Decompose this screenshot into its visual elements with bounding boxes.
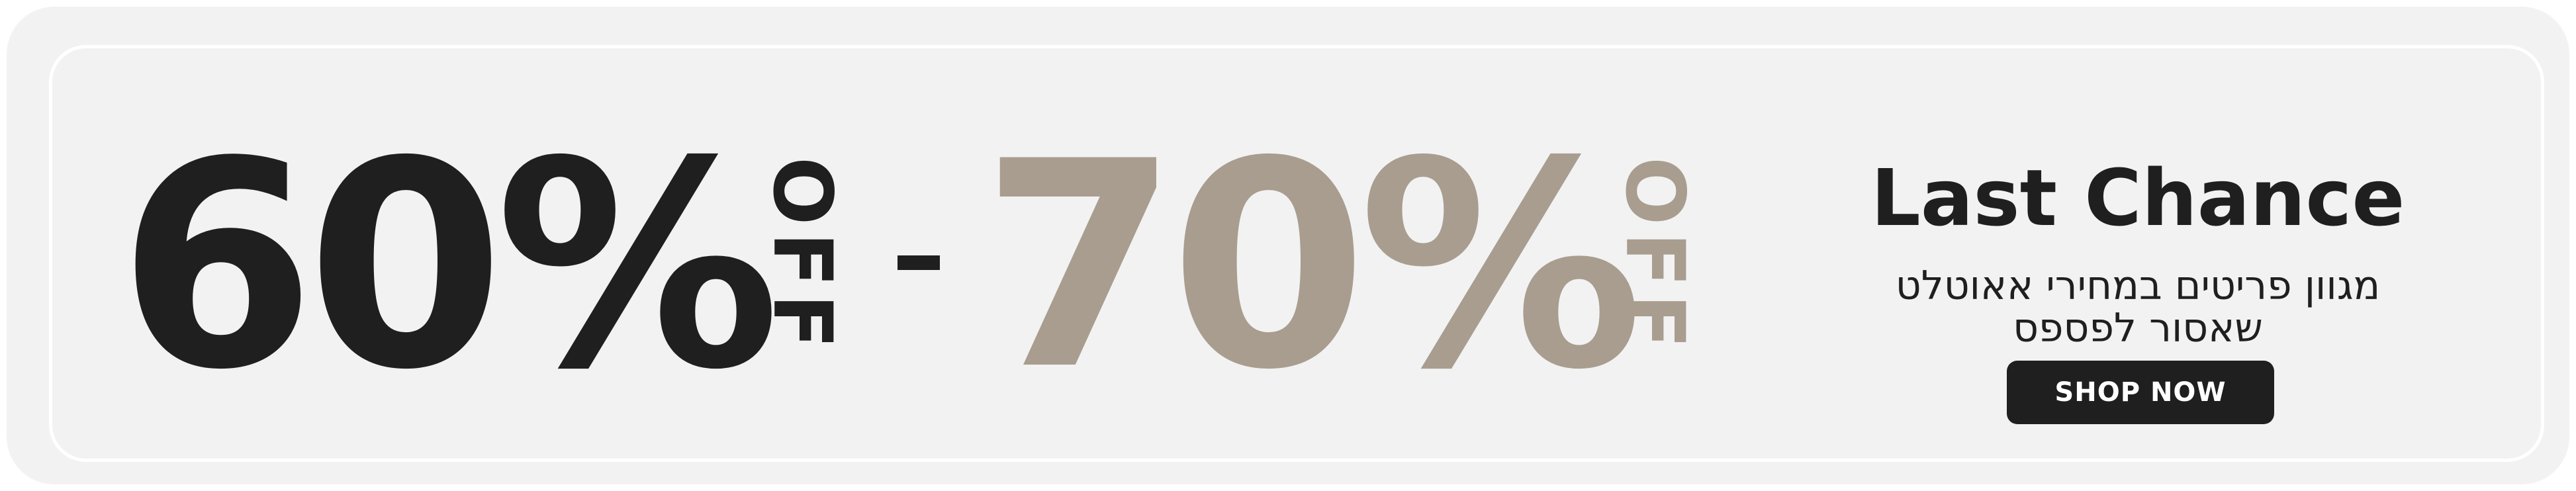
discount-low-value: 60% [118,101,780,432]
shop-now-button[interactable]: SHOP NOW [2007,361,2274,424]
banner-inner-frame [49,45,2544,462]
off-label-low: OFF [755,147,850,365]
discount-high-value: 70% [981,101,1643,432]
subtext-line-2: שאסור לפספס [2013,305,2263,351]
subtext: מגוון פריטים במחירי אאוטלט שאסור לפספס [1833,265,2442,349]
subtext-line-1: מגוון פריטים במחירי אאוטלט [1895,263,2381,309]
range-separator [897,255,940,270]
promo-banner[interactable]: 60% OFF 70% OFF Last Chance מגוון פריטים… [7,7,2569,484]
headline: Last Chance [1870,152,2405,244]
off-label-high: OFF [1608,147,1702,365]
off-label-low-text: OFF [755,156,850,356]
off-label-high-text: OFF [1608,156,1702,356]
